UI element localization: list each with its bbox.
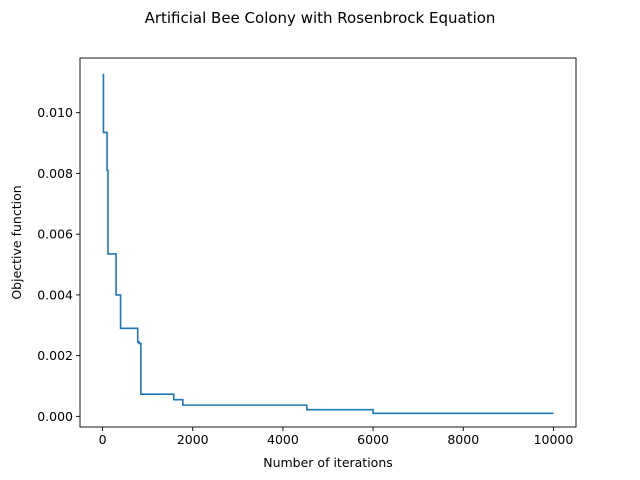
y-tick-label: 0.006	[37, 227, 73, 242]
plot-area	[102, 73, 554, 415]
x-tick-label: 2000	[177, 432, 209, 447]
y-tick-label: 0.000	[37, 409, 73, 424]
x-tick-label: 0	[99, 432, 107, 447]
chart-title: Artificial Bee Colony with Rosenbrock Eq…	[145, 9, 496, 27]
x-tick-label: 6000	[357, 432, 389, 447]
x-tick-label: 4000	[267, 432, 299, 447]
x-axis-label: Number of iterations	[263, 455, 393, 470]
x-axis-ticks: 0 2000 4000 6000 8000 10000	[99, 427, 574, 447]
y-tick-label: 0.004	[37, 287, 73, 302]
y-tick-label: 0.002	[37, 348, 73, 363]
y-tick-label: 0.010	[37, 105, 73, 120]
axes-frame	[79, 57, 577, 428]
y-tick-label: 0.008	[37, 166, 73, 181]
y-axis-label: Objective function	[9, 185, 24, 299]
series-line	[102, 73, 554, 415]
x-tick-label: 10000	[534, 432, 574, 447]
y-axis-ticks: 0.000 0.002 0.004 0.006 0.008 0.010	[37, 105, 80, 424]
x-tick-label: 8000	[447, 432, 479, 447]
